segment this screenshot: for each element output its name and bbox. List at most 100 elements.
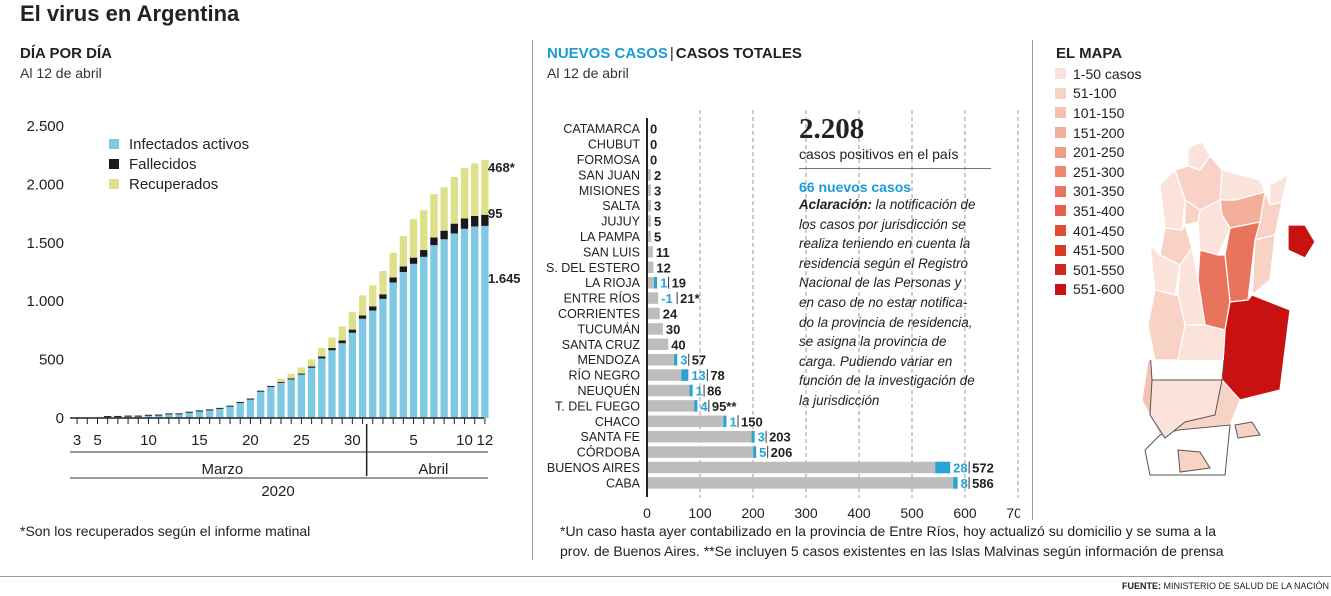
total-cases-label: 86 bbox=[707, 384, 721, 399]
bar-recovered bbox=[338, 326, 346, 341]
map-legend-label: 351-400 bbox=[1073, 202, 1125, 219]
new-cases-label: 4 bbox=[700, 399, 708, 414]
map-legend-swatch bbox=[1055, 264, 1066, 276]
new-cases-bar bbox=[681, 369, 689, 381]
bar-recovered bbox=[307, 359, 316, 367]
total-cases-label: 0 bbox=[650, 153, 657, 168]
province-label: MISIONES bbox=[579, 184, 640, 198]
total-cases-label: 0 bbox=[650, 122, 657, 137]
total-bar bbox=[647, 169, 651, 181]
bar-deaths bbox=[114, 415, 122, 417]
argentina-map-south bbox=[1149, 360, 1261, 473]
map-legend-label: 301-350 bbox=[1073, 183, 1125, 200]
bar-active bbox=[175, 414, 183, 418]
bar-deaths bbox=[124, 415, 132, 417]
bar-deaths bbox=[389, 277, 397, 283]
total-cases-label: 586 bbox=[972, 476, 994, 491]
map-legend-swatch bbox=[1055, 146, 1066, 158]
total-bar bbox=[647, 261, 654, 274]
total-cases-label: 3 bbox=[654, 199, 661, 214]
total-bar bbox=[647, 477, 958, 489]
x-tick-label: 20 bbox=[242, 432, 259, 449]
map-legend-swatch bbox=[1055, 87, 1066, 99]
note-line: carga. Pudiendo variar en bbox=[799, 353, 953, 369]
month-label: Marzo bbox=[201, 461, 243, 478]
y-tick-label: 1.500 bbox=[26, 235, 64, 252]
map-legend-label: 401-450 bbox=[1073, 222, 1125, 239]
total-cases-label: 95** bbox=[712, 399, 738, 414]
province-label: LA PAMPA bbox=[580, 230, 641, 244]
page-title: El virus en Argentina bbox=[20, 1, 240, 26]
bar-recovered bbox=[460, 168, 469, 219]
total-cases-label: 572 bbox=[972, 461, 994, 476]
bar-deaths bbox=[399, 266, 408, 272]
map-legend-swatch bbox=[1055, 225, 1066, 237]
y-tick-label: 0 bbox=[56, 410, 64, 427]
province-label: SAN JUAN bbox=[578, 168, 640, 182]
total-bar bbox=[647, 230, 651, 243]
legend-label: Fallecidos bbox=[129, 156, 197, 173]
total-bar bbox=[647, 199, 651, 212]
bar-deaths bbox=[205, 409, 214, 411]
bar-active bbox=[348, 332, 357, 418]
map-region-malvinas bbox=[1234, 421, 1261, 439]
legend-label: Recuperados bbox=[129, 176, 218, 193]
province-label: CHUBUT bbox=[588, 138, 640, 152]
end-label-deaths: 95 bbox=[488, 206, 502, 221]
bar-active bbox=[277, 382, 285, 418]
new-cases-bar bbox=[674, 353, 678, 366]
x-tick-label: 300 bbox=[794, 505, 818, 520]
new-cases-label: 28 bbox=[953, 461, 967, 476]
x-tick-label: 5 bbox=[409, 432, 417, 449]
bar-active bbox=[399, 272, 408, 418]
note-line: función de la investigación de bbox=[799, 373, 975, 389]
province-label: CHACO bbox=[595, 415, 640, 429]
total-bar bbox=[647, 276, 658, 289]
note-line: Nacional de las Personas y bbox=[799, 275, 962, 291]
total-bar bbox=[647, 292, 659, 304]
map-region-misiones bbox=[1269, 174, 1289, 206]
x-axis-label: 2020 bbox=[261, 483, 294, 500]
map-legend-swatch bbox=[1055, 244, 1066, 256]
bar-active bbox=[236, 403, 244, 418]
map-region-catamarca bbox=[1159, 169, 1186, 231]
bar-active bbox=[379, 298, 387, 418]
bar-recovered bbox=[471, 163, 479, 216]
bar-deaths bbox=[450, 223, 458, 234]
total-bar bbox=[647, 415, 727, 428]
new-cases-label: 3 bbox=[680, 353, 687, 368]
bar-deaths bbox=[379, 294, 387, 299]
bar-recovered bbox=[379, 270, 387, 295]
bar-recovered bbox=[389, 252, 397, 278]
bar-recovered bbox=[297, 367, 306, 374]
bar-active bbox=[185, 412, 193, 418]
note-line: los casos por jurisdicción se bbox=[799, 216, 966, 232]
total-cases-title: CASOS TOTALES bbox=[675, 45, 802, 62]
bar-deaths bbox=[440, 230, 448, 240]
footnote-line-1: *Un caso hasta ayer contabilizado en la … bbox=[560, 523, 1217, 539]
bar-deaths bbox=[328, 348, 336, 351]
new-cases-label: 1 bbox=[660, 276, 667, 291]
province-label: CATAMARCA bbox=[563, 122, 640, 136]
total-bar bbox=[647, 369, 689, 381]
new-cases-bar bbox=[953, 477, 958, 489]
end-label-recovered: 468* bbox=[488, 160, 516, 175]
new-cases-bar bbox=[753, 446, 757, 458]
bar-active bbox=[195, 411, 204, 418]
bar-deaths bbox=[318, 356, 326, 359]
map-legend-label: 501-550 bbox=[1073, 261, 1125, 278]
bar-deaths bbox=[420, 250, 428, 257]
province-label: SALTA bbox=[602, 199, 640, 213]
map-legend-label: 451-500 bbox=[1073, 242, 1125, 259]
total-cases-label: 206 bbox=[771, 445, 793, 460]
bar-deaths bbox=[216, 407, 224, 409]
province-label: RÍO NEGRO bbox=[568, 368, 640, 383]
source-label: FUENTE: bbox=[1121, 581, 1161, 591]
x-tick-label: 10 bbox=[140, 432, 157, 449]
map-legend-swatch bbox=[1055, 283, 1066, 295]
total-bar bbox=[647, 246, 653, 258]
total-cases-label: 24 bbox=[663, 307, 678, 322]
bar-recovered bbox=[287, 373, 295, 379]
map-region-chubut-south bbox=[1150, 360, 1225, 381]
